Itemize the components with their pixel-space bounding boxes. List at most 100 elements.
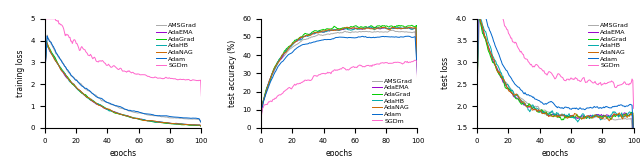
AdaHB	[475, 6, 483, 8]
AdaEMA	[503, 86, 511, 88]
AdaHB	[473, 97, 481, 99]
AdaHB	[51, 59, 59, 61]
Y-axis label: test accuracy (%): test accuracy (%)	[228, 40, 237, 107]
AdaEMA	[257, 114, 265, 116]
AdaHB	[83, 97, 91, 99]
AdaEMA	[630, 145, 637, 147]
AdaHB	[406, 28, 414, 30]
SGDm	[191, 79, 198, 81]
AMSGrad	[480, 34, 488, 36]
AdaNAG	[286, 45, 294, 47]
SGDm	[257, 118, 265, 120]
AdaNAG	[83, 97, 91, 99]
Line: AdaHB: AdaHB	[261, 27, 417, 115]
AdaEMA	[266, 77, 274, 79]
AdaNAG	[617, 115, 625, 116]
AMSGrad	[44, 34, 51, 36]
SGDm	[42, 18, 49, 20]
AdaGrad	[185, 124, 193, 126]
AdaNAG	[516, 98, 524, 100]
AdaHB	[266, 78, 274, 80]
AdaNAG	[483, 42, 491, 44]
Adam	[51, 49, 59, 51]
Line: SGDm: SGDm	[477, 0, 634, 108]
AdaGrad	[473, 101, 481, 103]
AdaGrad	[286, 45, 294, 47]
Adam	[83, 88, 91, 90]
Line: AMSGrad: AMSGrad	[261, 30, 417, 115]
AdaGrad	[503, 88, 511, 90]
SGDm	[41, 54, 49, 56]
AdaNAG	[480, 32, 488, 34]
SGDm	[185, 79, 193, 80]
SGDm	[71, 39, 79, 41]
SGDm	[51, 18, 59, 20]
Line: SGDm: SGDm	[45, 19, 202, 96]
AdaGrad	[41, 73, 49, 75]
AdaGrad	[266, 79, 274, 80]
SGDm	[413, 78, 421, 79]
Adam	[480, 11, 488, 13]
AdaNAG	[185, 124, 193, 126]
AdaGrad	[42, 40, 50, 42]
AMSGrad	[191, 118, 198, 120]
Adam	[286, 53, 294, 55]
AdaHB	[401, 28, 409, 29]
AdaHB	[413, 67, 421, 69]
AdaHB	[480, 29, 488, 31]
Adam	[404, 35, 412, 37]
AdaEMA	[286, 46, 294, 48]
AdaHB	[71, 85, 79, 86]
AdaGrad	[617, 115, 625, 117]
AdaHB	[623, 115, 630, 117]
AdaGrad	[71, 85, 79, 87]
Adam	[44, 35, 51, 37]
AMSGrad	[48, 44, 56, 46]
Adam	[630, 134, 637, 136]
AdaGrad	[51, 56, 59, 58]
AMSGrad	[41, 73, 49, 75]
AdaEMA	[42, 43, 50, 45]
Legend: AMSGrad, AdaEMA, AdaGrad, AdaHB, AdaNAG, Adam, SGDm: AMSGrad, AdaEMA, AdaGrad, AdaHB, AdaNAG,…	[588, 22, 630, 69]
Adam	[71, 78, 79, 80]
AdaHB	[48, 53, 56, 55]
AdaEMA	[198, 125, 205, 127]
AdaGrad	[516, 101, 524, 103]
AdaHB	[191, 124, 198, 126]
AdaNAG	[413, 67, 421, 68]
AMSGrad	[630, 149, 637, 151]
AdaEMA	[71, 85, 79, 87]
SGDm	[198, 95, 205, 97]
Adam	[191, 117, 198, 119]
Line: SGDm: SGDm	[261, 60, 417, 119]
Line: AMSGrad: AMSGrad	[477, 20, 634, 150]
AMSGrad	[286, 48, 294, 50]
AMSGrad	[198, 122, 205, 124]
Line: AdaGrad: AdaGrad	[477, 14, 634, 134]
AMSGrad	[257, 114, 265, 116]
Line: AMSGrad: AMSGrad	[45, 35, 202, 123]
SGDm	[473, 83, 481, 85]
AdaHB	[286, 46, 294, 48]
AdaNAG	[390, 26, 397, 28]
AdaEMA	[401, 27, 409, 29]
AMSGrad	[401, 31, 409, 33]
Line: AdaNAG: AdaNAG	[477, 11, 634, 133]
AMSGrad	[185, 118, 193, 120]
AdaGrad	[191, 124, 198, 126]
AMSGrad	[483, 44, 491, 46]
SGDm	[623, 84, 630, 85]
AdaEMA	[473, 82, 481, 84]
AdaEMA	[413, 67, 421, 69]
Adam	[185, 117, 193, 119]
Line: AdaEMA: AdaEMA	[477, 13, 634, 146]
Adam	[413, 75, 421, 76]
AdaGrad	[480, 36, 488, 38]
AdaNAG	[630, 132, 637, 134]
Adam	[473, 88, 481, 90]
Legend: AMSGrad, AdaEMA, AdaGrad, AdaHB, AdaNAG, Adam, SGDm: AMSGrad, AdaEMA, AdaGrad, AdaHB, AdaNAG,…	[371, 77, 414, 125]
AdaGrad	[408, 24, 416, 26]
AdaHB	[483, 37, 491, 39]
AMSGrad	[389, 29, 397, 31]
Line: AdaEMA: AdaEMA	[45, 44, 202, 126]
